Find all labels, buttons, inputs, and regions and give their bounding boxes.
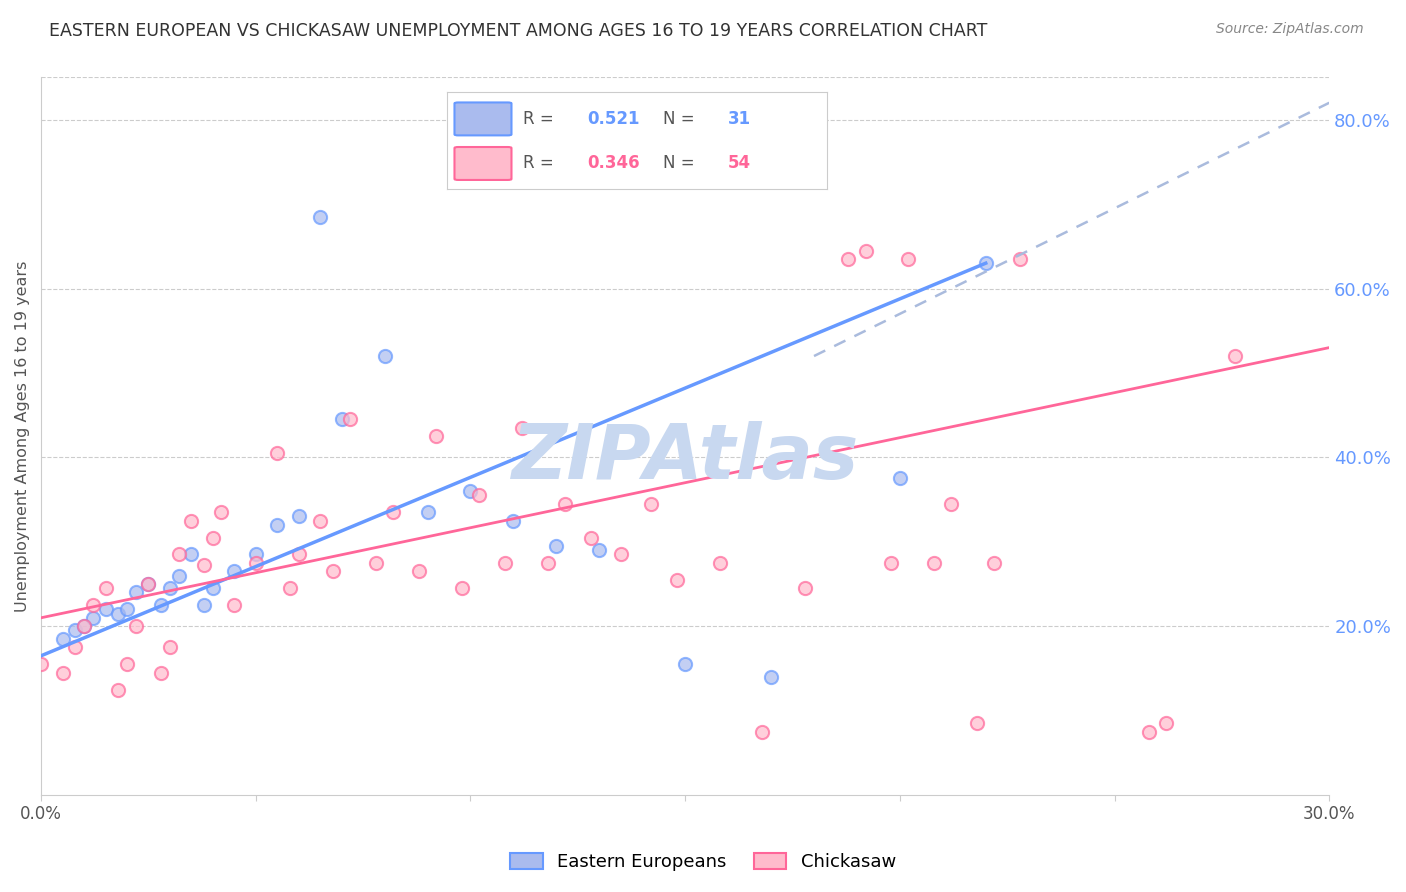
Point: [159, 640, 181, 655]
Point: [115, 602, 138, 616]
Point: [180, 514, 202, 528]
Point: [425, 429, 447, 443]
Point: [73, 619, 96, 633]
Point: [65, 624, 87, 638]
Point: [460, 484, 482, 499]
Text: Source: ZipAtlas.com: Source: ZipAtlas.com: [1216, 22, 1364, 37]
Point: [309, 210, 332, 224]
Point: [94, 581, 117, 595]
Point: [193, 558, 215, 573]
Point: [554, 497, 576, 511]
Point: [107, 682, 129, 697]
Point: [751, 724, 773, 739]
Point: [983, 556, 1005, 570]
Point: [665, 573, 688, 587]
Point: [201, 531, 224, 545]
Point: [1010, 252, 1032, 266]
Point: [966, 716, 988, 731]
Point: [889, 471, 911, 485]
Point: [673, 657, 696, 672]
Point: [922, 556, 945, 570]
Point: [322, 565, 344, 579]
Point: [278, 581, 301, 595]
Point: [794, 581, 817, 595]
Point: [167, 568, 190, 582]
Point: [73, 619, 96, 633]
Point: [224, 565, 246, 579]
Point: [451, 581, 474, 595]
Point: [339, 412, 361, 426]
Point: [588, 543, 610, 558]
Point: [610, 548, 633, 562]
Point: [224, 598, 246, 612]
Point: [759, 670, 782, 684]
Point: [880, 556, 903, 570]
Legend: Eastern Europeans, Chickasaw: Eastern Europeans, Chickasaw: [503, 846, 903, 879]
Point: [494, 556, 516, 570]
Y-axis label: Unemployment Among Ages 16 to 19 years: Unemployment Among Ages 16 to 19 years: [15, 260, 30, 612]
Point: [124, 619, 146, 633]
Point: [159, 581, 181, 595]
Point: [974, 256, 997, 270]
Point: [1223, 349, 1246, 363]
Point: [245, 548, 267, 562]
Point: [82, 598, 104, 612]
Point: [115, 657, 138, 672]
Point: [468, 488, 491, 502]
Point: [855, 244, 877, 258]
Point: [107, 607, 129, 621]
Point: [1154, 716, 1177, 731]
Point: [245, 556, 267, 570]
Point: [30, 657, 52, 672]
Point: [330, 412, 353, 426]
Point: [266, 517, 288, 532]
Point: [150, 598, 173, 612]
Point: [94, 602, 117, 616]
Point: [374, 349, 396, 363]
Point: [546, 539, 568, 553]
Point: [65, 640, 87, 655]
Point: [309, 514, 332, 528]
Point: [537, 556, 560, 570]
Point: [211, 505, 233, 519]
Point: [150, 665, 173, 680]
Point: [502, 514, 524, 528]
Point: [287, 509, 309, 524]
Point: [408, 565, 430, 579]
Point: [138, 577, 160, 591]
Point: [167, 548, 190, 562]
Point: [579, 531, 602, 545]
Point: [382, 505, 405, 519]
Text: EASTERN EUROPEAN VS CHICKASAW UNEMPLOYMENT AMONG AGES 16 TO 19 YEARS CORRELATION: EASTERN EUROPEAN VS CHICKASAW UNEMPLOYME…: [49, 22, 987, 40]
Point: [510, 421, 533, 435]
Point: [266, 446, 288, 460]
Point: [364, 556, 387, 570]
Point: [1137, 724, 1160, 739]
Point: [193, 598, 215, 612]
Point: [82, 611, 104, 625]
Point: [52, 665, 75, 680]
Point: [52, 632, 75, 646]
Point: [709, 556, 731, 570]
Point: [640, 497, 662, 511]
Point: [138, 577, 160, 591]
Point: [201, 581, 224, 595]
Point: [124, 585, 146, 599]
Point: [837, 252, 859, 266]
Text: ZIPAtlas: ZIPAtlas: [512, 421, 859, 495]
Point: [941, 497, 963, 511]
Point: [180, 548, 202, 562]
Point: [287, 548, 309, 562]
Point: [416, 505, 439, 519]
Point: [897, 252, 920, 266]
